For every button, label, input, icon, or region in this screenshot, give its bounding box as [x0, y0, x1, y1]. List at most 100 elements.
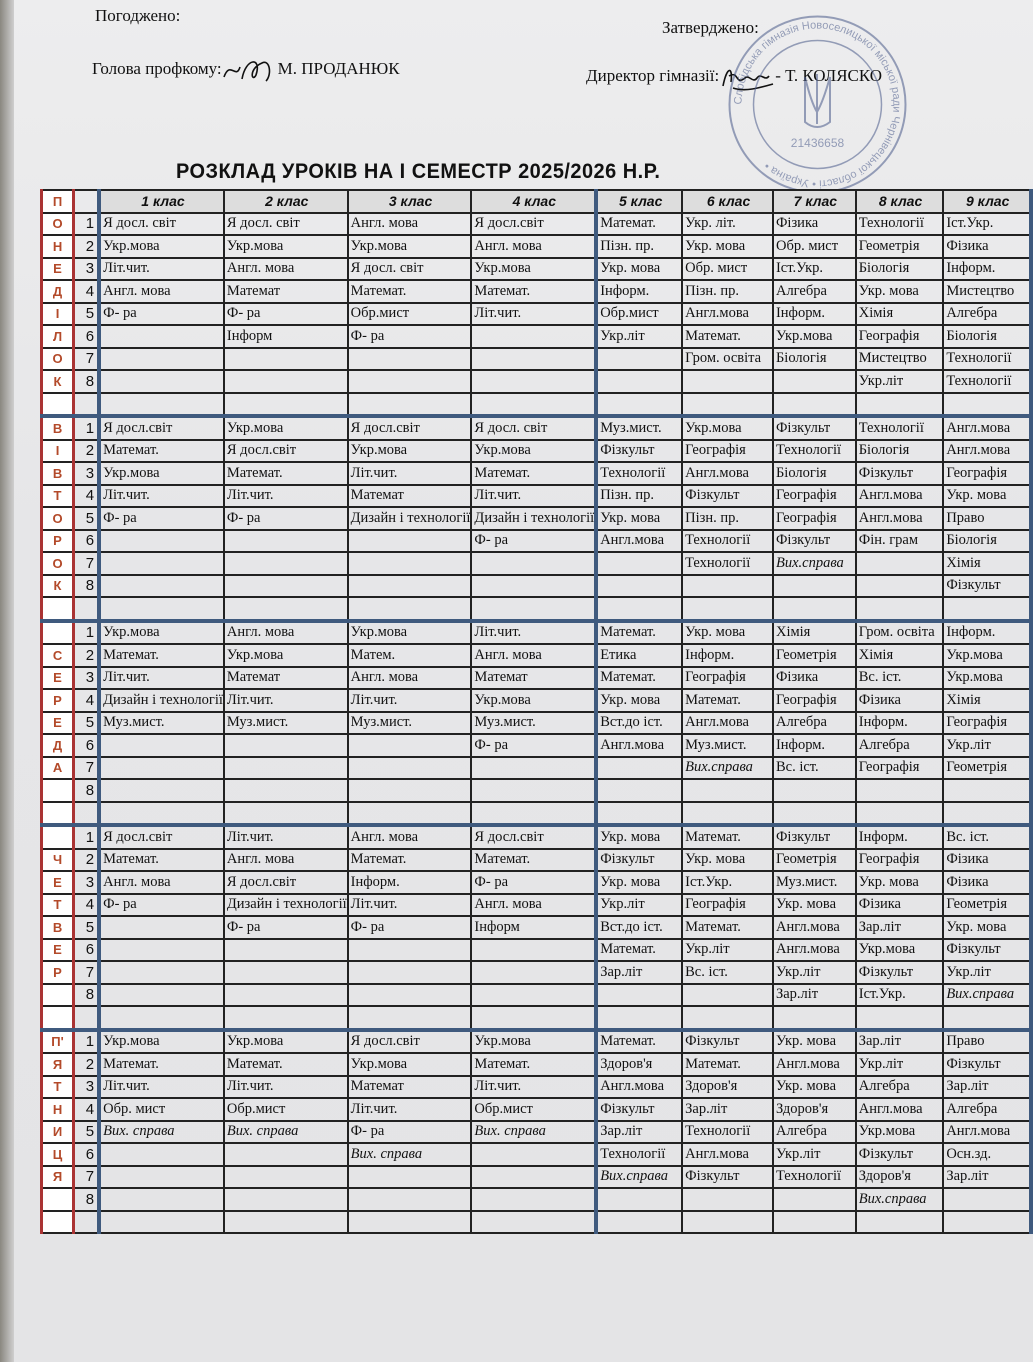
day-letter: Л [39, 324, 76, 349]
subject-cell: Укр.літ [854, 369, 945, 394]
day-spacer-row [39, 800, 1033, 826]
subject-cell: Англ.мова [595, 528, 684, 553]
subject-cell: Я досл.світ [98, 414, 225, 441]
lesson-row: Р 7 Зар.літ Вс. іст. Укр.літ Фізкульт Укр.літ [39, 960, 1033, 985]
subject-cell [942, 1187, 1033, 1212]
lesson-number: 6 [72, 937, 102, 962]
subject-cell: Фізкульт [681, 1027, 774, 1054]
subject-cell [346, 573, 473, 598]
subject-cell: Англ.мова [942, 438, 1033, 463]
subject-cell [222, 528, 349, 553]
subject-cell: Англ. мова [470, 892, 599, 917]
subject-cell [98, 596, 225, 622]
subject-cell [346, 733, 473, 758]
lesson-row: О 5 Ф- ра Ф- ра Дизайн і технології Дизайн і … [39, 506, 1033, 531]
lesson-row: Ч 2 Математ. Англ. мова Математ. Математ. Фізк… [39, 847, 1033, 872]
subject-cell: Хімія [942, 551, 1033, 576]
subject-cell: Здоров'я [854, 1164, 945, 1189]
subject-cell: Математ. [222, 1052, 349, 1077]
subject-cell [98, 915, 225, 940]
subject-cell: Вих.справа [942, 982, 1033, 1007]
lesson-number [72, 596, 102, 622]
subject-cell: Укр.мова [222, 414, 349, 441]
lesson-row: 8 Вих.справа [39, 1187, 1033, 1212]
subject-cell [98, 324, 225, 349]
lesson-number: 7 [72, 755, 102, 780]
subject-cell: Здоров'я [595, 1052, 684, 1077]
subject-cell [771, 596, 857, 622]
subject-cell: Літ.чит. [98, 665, 225, 690]
subject-cell [771, 369, 857, 394]
subject-cell [854, 800, 945, 826]
day-letter: В [39, 915, 76, 940]
subject-cell [98, 391, 225, 417]
day-letter: А [39, 755, 76, 780]
subject-cell: Здоров'я [681, 1074, 774, 1099]
subject-cell [222, 596, 349, 622]
subject-cell: Літ.чит. [222, 483, 349, 508]
subject-cell: Біологія [942, 324, 1033, 349]
subject-cell: Укр.мова [470, 256, 599, 281]
subject-cell [854, 551, 945, 576]
subject-cell [346, 960, 473, 985]
subject-cell: Укр. мова [595, 823, 684, 850]
subject-cell: Інформ. [942, 256, 1033, 281]
subject-cell [98, 733, 225, 758]
subject-cell: Фізика [942, 847, 1033, 872]
subject-cell: Географія [771, 688, 857, 713]
lesson-number: 5 [72, 301, 102, 326]
subject-cell [854, 1005, 945, 1031]
subject-cell [222, 391, 349, 417]
subject-cell: Англ.мова [854, 483, 945, 508]
lesson-number: 6 [72, 324, 102, 349]
subject-cell: Літ.чит. [470, 483, 599, 508]
subject-cell: Інформ. [854, 823, 945, 850]
subject-cell: Інформ. [346, 870, 473, 895]
subject-cell: Англ.мова [771, 915, 857, 940]
subject-cell: Англ.мова [942, 1119, 1033, 1144]
lesson-row: Н 4 Обр. мист Обр.мист Літ.чит. Обр.мист Фізку… [39, 1097, 1033, 1122]
subject-cell: Укр.мова [346, 1052, 473, 1077]
day-spacer-row [39, 1209, 1033, 1234]
subject-cell: Вих. справа [470, 1119, 599, 1144]
subject-cell: Іст.Укр. [771, 256, 857, 281]
subject-cell: Укр.літ [942, 960, 1033, 985]
subject-cell: Укр. мова [771, 1074, 857, 1099]
subject-cell: Укр.мова [942, 665, 1033, 690]
subject-cell [222, 982, 349, 1007]
lesson-number: 3 [72, 1074, 102, 1099]
lesson-row: О 7 Технології Вих.справа Хімія [39, 551, 1033, 576]
subject-cell [771, 391, 857, 417]
subject-cell [681, 1209, 774, 1234]
lesson-row: І 2 Математ. Я досл.світ Укр.мова Укр.мова Фіз… [39, 438, 1033, 463]
subject-cell: Англ. мова [222, 847, 349, 872]
subject-cell: Укр.літ [771, 960, 857, 985]
subject-cell: Ф- ра [222, 301, 349, 326]
subject-cell: Укр. мова [771, 1027, 857, 1054]
subject-cell: Літ.чит. [222, 1074, 349, 1099]
subject-cell: Право [942, 1027, 1033, 1054]
subject-cell: Фізкульт [854, 1142, 945, 1167]
subject-cell: Математ. [595, 211, 684, 236]
subject-cell: Укр. мова [681, 234, 774, 259]
subject-cell: Фізкульт [771, 414, 857, 441]
subject-cell: Англ.мова [595, 733, 684, 758]
lesson-row: П' 1 Укр.мова Укр.мова Я досл.світ Укр.мова Ма… [39, 1027, 1033, 1054]
subject-cell: Осн.зд. [942, 1142, 1033, 1167]
subject-cell: Укр.мова [470, 688, 599, 713]
day-letter: Я [39, 1164, 76, 1189]
page-title: РОЗКЛАД УРОКІВ НА І СЕМЕСТР 2025/2026 Н.… [176, 160, 661, 183]
lesson-number: 8 [72, 982, 102, 1007]
subject-cell: Дизайн і технології [222, 892, 349, 917]
subject-cell: Ф- ра [98, 301, 225, 326]
subject-cell: Муз.мист. [771, 870, 857, 895]
subject-cell: Мистецтво [854, 346, 945, 371]
subject-cell: Муз.мист. [346, 710, 473, 735]
subject-cell: Укр. мова [595, 688, 684, 713]
subject-cell: Укр.літ [595, 324, 684, 349]
approved-label: Погоджено: [95, 6, 181, 25]
subject-cell [681, 778, 774, 803]
subject-cell: Геометрія [771, 847, 857, 872]
lesson-number: 1 [72, 414, 102, 441]
subject-cell: Укр.мова [470, 438, 599, 463]
